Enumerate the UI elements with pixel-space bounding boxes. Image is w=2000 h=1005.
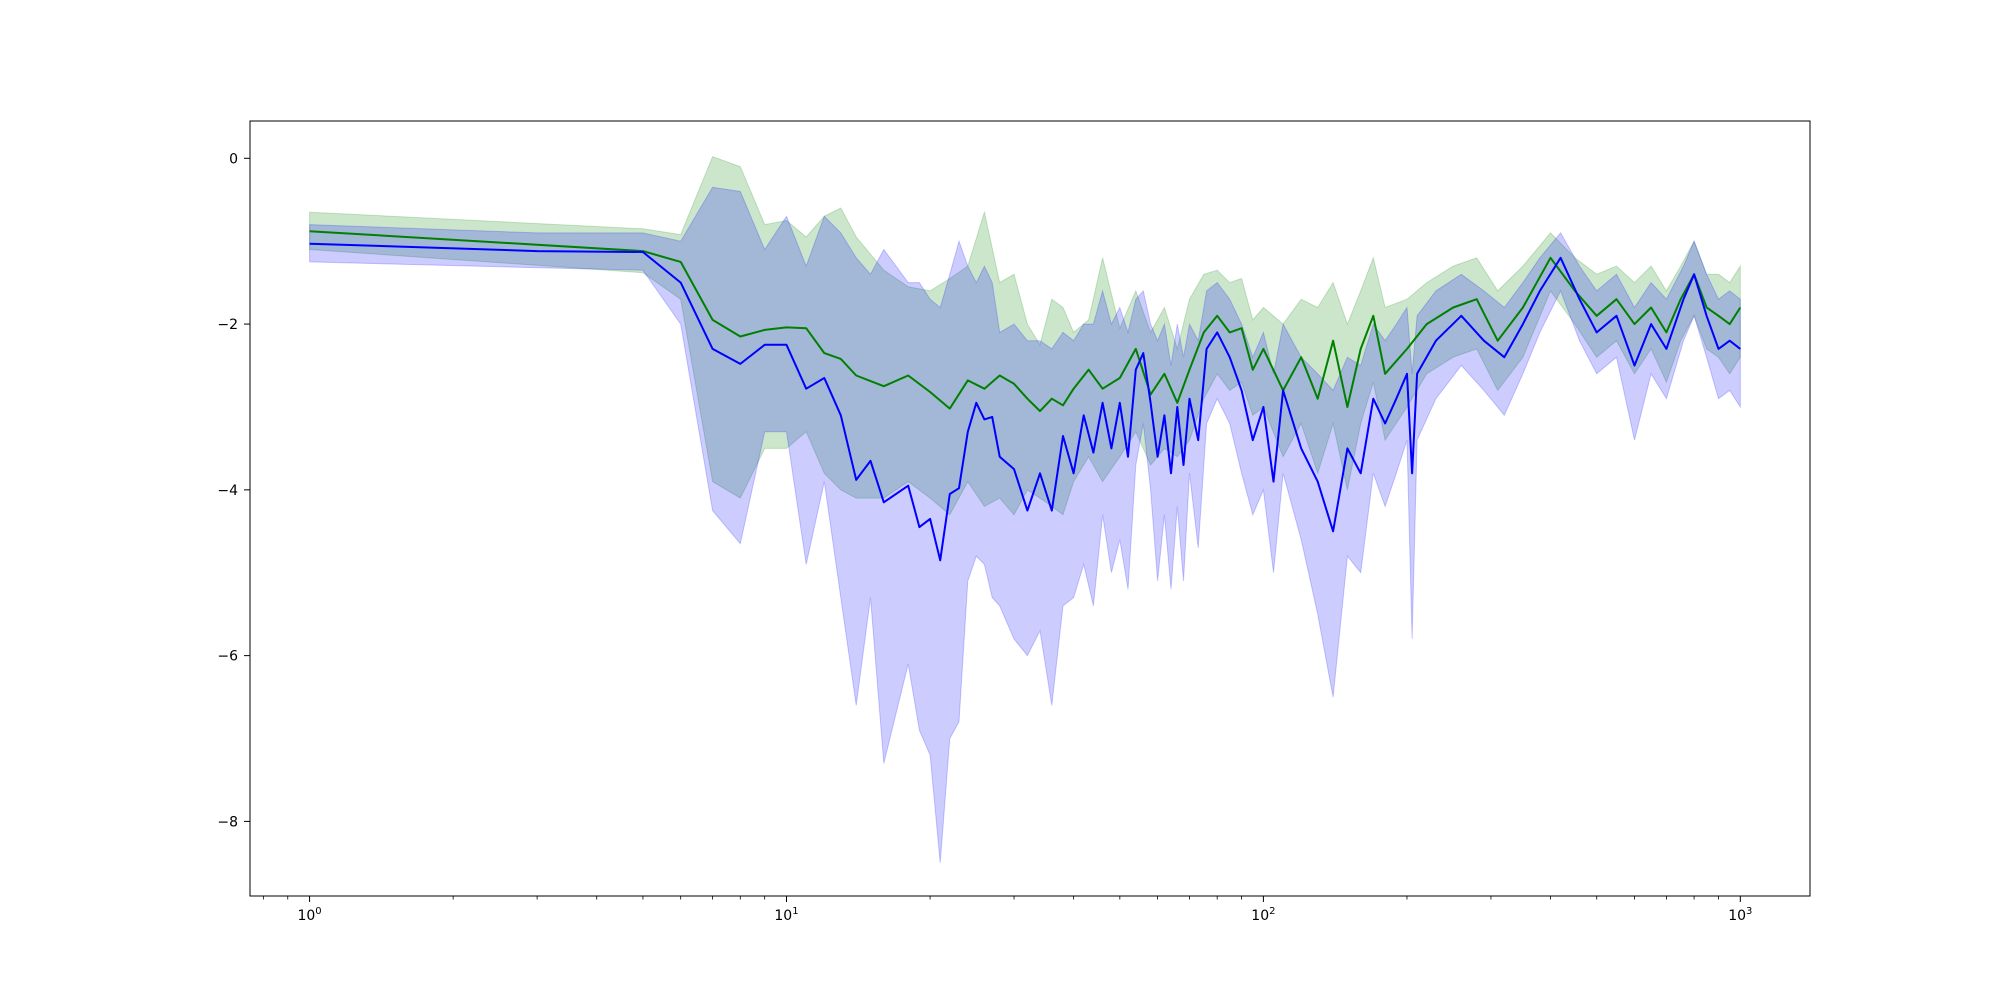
plot-frame — [249, 120, 1811, 897]
y-tick-label: −6 — [217, 649, 238, 665]
series-1-line — [309, 230, 1742, 413]
series-1-band — [309, 155, 1741, 516]
y-tick-label: −8 — [217, 814, 238, 830]
y-tick-label: 0 — [229, 151, 238, 167]
y-tick-label: −4 — [217, 483, 238, 499]
x-tick-label: 103 — [1728, 906, 1752, 924]
series-2-band — [309, 186, 1741, 863]
x-axis: 100 101 102 103 — [262, 896, 1752, 924]
y-tick-label: −2 — [217, 317, 238, 333]
lines-layer — [309, 230, 1742, 562]
y-axis: 0 −2 −4 −6 −8 — [217, 151, 250, 830]
x-tick-label: 101 — [774, 906, 798, 924]
x-tick-label: 100 — [297, 906, 321, 924]
x-tick-label: 102 — [1251, 906, 1275, 924]
series-2-line — [309, 242, 1741, 562]
bands-layer — [309, 155, 1741, 863]
